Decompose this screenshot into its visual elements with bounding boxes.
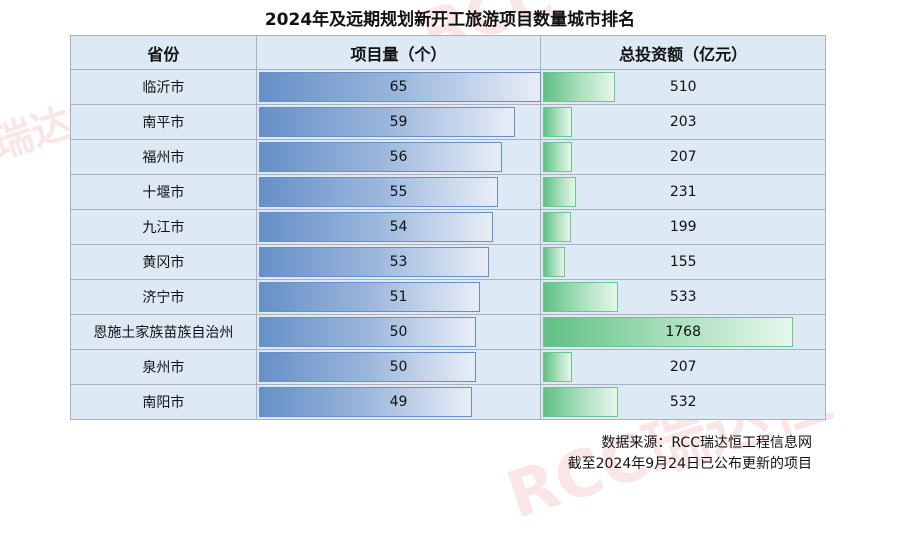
count-data-bar: [258, 107, 515, 137]
table-row: 南阳市 49 532: [70, 384, 826, 420]
investment-data-bar: [543, 177, 577, 207]
count-value: 65: [389, 79, 408, 95]
city-name: 临沂市: [142, 80, 185, 96]
city-name: 黄冈市: [142, 255, 185, 271]
count-cell: 56: [255, 139, 542, 175]
city-cell: 南平市: [70, 104, 257, 140]
count-cell: 55: [255, 174, 542, 210]
investment-cell: 510: [540, 69, 826, 105]
investment-cell: 203: [540, 104, 826, 140]
city-name: 福州市: [142, 150, 185, 166]
count-cell: 54: [255, 209, 542, 245]
count-value: 56: [389, 149, 408, 165]
table-row: 恩施土家族苗族自治州 50 1768: [70, 314, 826, 350]
count-data-bar: [258, 317, 476, 347]
investment-value: 203: [669, 114, 697, 130]
header-province: 省份: [70, 35, 257, 70]
investment-cell: 207: [540, 139, 826, 175]
count-cell: 53: [255, 244, 542, 280]
investment-value: 155: [669, 254, 697, 270]
city-cell: 临沂市: [70, 69, 257, 105]
investment-cell: 207: [540, 349, 826, 385]
investment-value: 510: [669, 79, 697, 95]
city-cell: 济宁市: [70, 279, 257, 315]
table-row: 十堰市 55 231: [70, 174, 826, 210]
investment-value: 207: [669, 359, 697, 375]
city-name: 南阳市: [142, 395, 185, 411]
count-cell: 50: [255, 314, 542, 350]
header-count: 项目量（个）: [255, 35, 542, 70]
city-name: 十堰市: [142, 185, 185, 201]
investment-cell: 231: [540, 174, 826, 210]
table-row: 临沂市 65 510: [70, 69, 826, 105]
count-value: 50: [389, 324, 408, 340]
count-cell: 49: [255, 384, 542, 420]
table-row: 九江市 54 199: [70, 209, 826, 245]
count-value: 59: [389, 114, 408, 130]
investment-cell: 155: [540, 244, 826, 280]
investment-data-bar: [543, 352, 573, 382]
city-name: 恩施土家族苗族自治州: [93, 325, 234, 341]
page-title: 2024年及远期规划新开工旅游项目数量城市排名: [264, 10, 636, 30]
city-cell: 恩施土家族苗族自治州: [70, 314, 257, 350]
investment-data-bar: [543, 282, 619, 312]
investment-data-bar: [543, 387, 619, 417]
table-header-row: 省份 项目量（个） 总投资额（亿元）: [70, 35, 826, 70]
count-data-bar: [258, 72, 541, 102]
investment-value: 199: [669, 219, 697, 235]
table-row: 福州市 56 207: [70, 139, 826, 175]
city-name: 济宁市: [142, 290, 185, 306]
count-data-bar: [258, 212, 493, 242]
count-value: 50: [389, 359, 408, 375]
date-note: 截至2024年9月24日已公布更新的项目: [567, 456, 812, 472]
table-row: 黄冈市 53 155: [70, 244, 826, 280]
investment-cell: 533: [540, 279, 826, 315]
investment-value: 231: [669, 184, 697, 200]
count-data-bar: [258, 177, 498, 207]
count-value: 51: [389, 289, 408, 305]
count-cell: 50: [255, 349, 542, 385]
count-data-bar: [258, 282, 480, 312]
table-row: 济宁市 51 533: [70, 279, 826, 315]
city-cell: 泉州市: [70, 349, 257, 385]
city-cell: 南阳市: [70, 384, 257, 420]
investment-data-bar: [543, 107, 573, 137]
investment-cell: 1768: [540, 314, 826, 350]
city-cell: 九江市: [70, 209, 257, 245]
city-name: 泉州市: [142, 360, 185, 376]
count-data-bar: [258, 142, 502, 172]
table-row: 南平市 59 203: [70, 104, 826, 140]
count-cell: 51: [255, 279, 542, 315]
count-value: 49: [389, 394, 408, 410]
city-cell: 福州市: [70, 139, 257, 175]
count-value: 53: [389, 254, 408, 270]
investment-value: 207: [669, 149, 697, 165]
header-investment: 总投资额（亿元）: [540, 35, 826, 70]
investment-data-bar: [543, 142, 573, 172]
source-note: 数据来源：RCC瑞达恒工程信息网: [601, 435, 812, 451]
investment-data-bar: [543, 317, 794, 347]
city-name: 九江市: [142, 220, 185, 236]
investment-cell: 199: [540, 209, 826, 245]
count-value: 54: [389, 219, 408, 235]
city-name: 南平市: [142, 115, 185, 131]
count-cell: 59: [255, 104, 542, 140]
ranking-table: 省份 项目量（个） 总投资额（亿元） 临沂市 65 510 南平市 59 203 福州市 56…: [70, 35, 826, 420]
investment-data-bar: [543, 247, 566, 277]
count-data-bar: [258, 352, 476, 382]
investment-data-bar: [543, 72, 616, 102]
table-row: 泉州市 50 207: [70, 349, 826, 385]
city-cell: 黄冈市: [70, 244, 257, 280]
count-value: 55: [389, 184, 408, 200]
investment-value: 532: [669, 394, 697, 410]
investment-cell: 532: [540, 384, 826, 420]
city-cell: 十堰市: [70, 174, 257, 210]
investment-value: 533: [669, 289, 697, 305]
count-data-bar: [258, 247, 489, 277]
count-data-bar: [258, 387, 472, 417]
count-cell: 65: [255, 69, 542, 105]
investment-value: 1768: [665, 324, 701, 340]
investment-data-bar: [543, 212, 572, 242]
